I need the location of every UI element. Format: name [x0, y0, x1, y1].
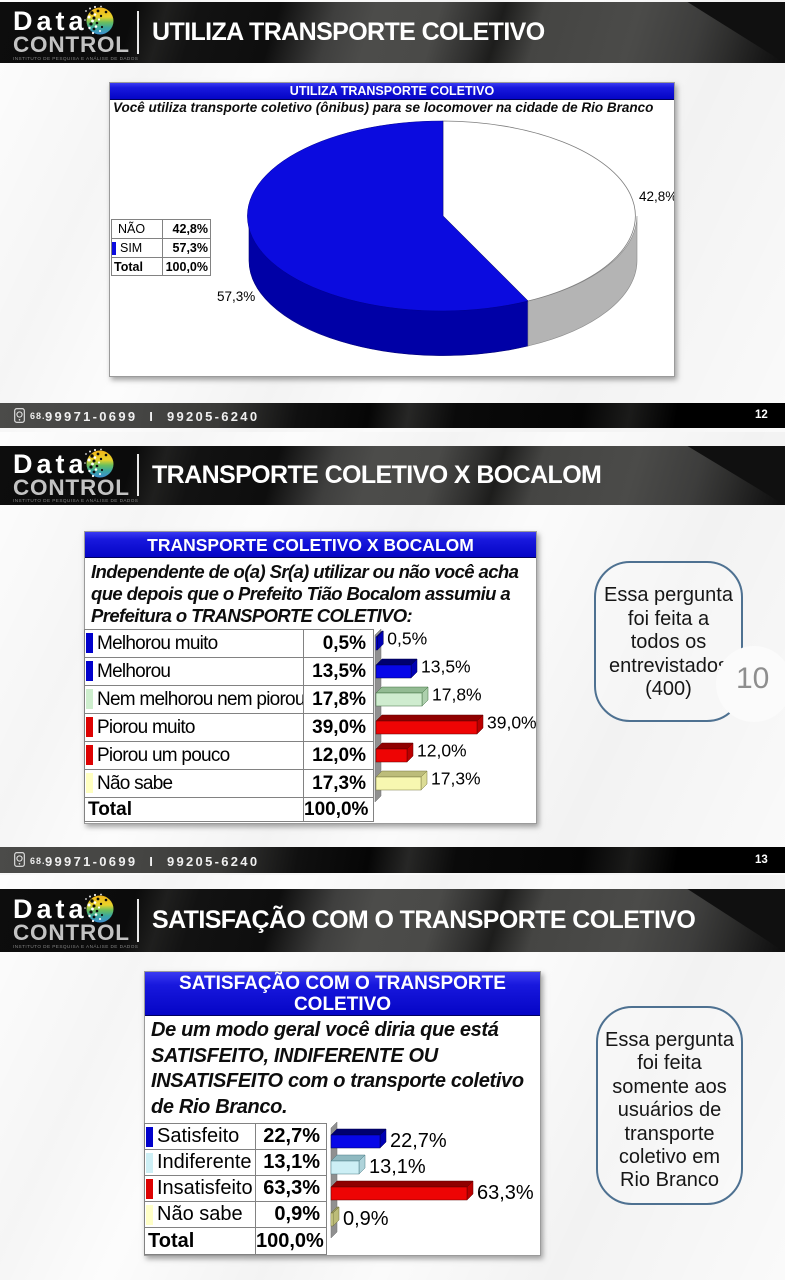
svg-text:22,7%: 22,7%	[390, 1130, 447, 1152]
svg-text:57,3%: 57,3%	[217, 289, 255, 304]
svg-text:17,3%: 17,3%	[431, 769, 481, 789]
svg-text:63,3%: 63,3%	[477, 1182, 534, 1204]
svg-text:13,1%: 13,1%	[369, 1156, 426, 1178]
svg-text:42,8%: 42,8%	[639, 189, 674, 204]
svg-text:13,5%: 13,5%	[421, 657, 471, 677]
svg-text:39,0%: 39,0%	[487, 713, 537, 733]
svg-text:12,0%: 12,0%	[417, 741, 467, 761]
svg-text:17,8%: 17,8%	[432, 685, 482, 705]
svg-text:0,9%: 0,9%	[343, 1208, 389, 1230]
svg-text:0,5%: 0,5%	[387, 629, 427, 649]
